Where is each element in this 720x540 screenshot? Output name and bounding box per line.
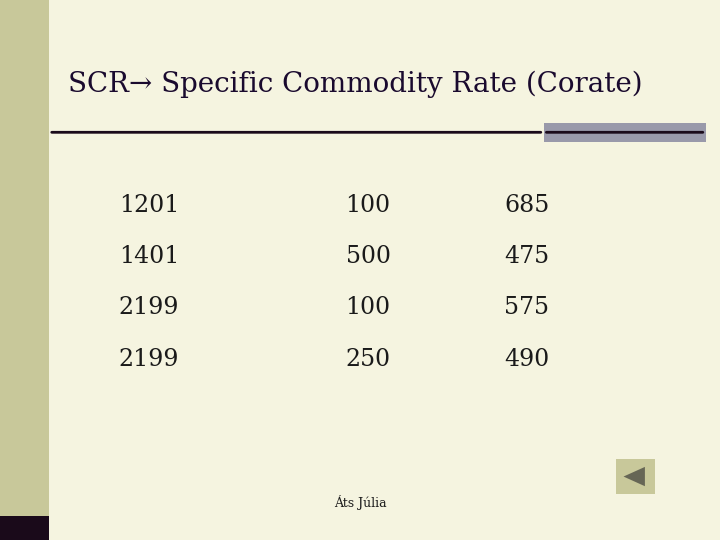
Text: 2199: 2199	[119, 296, 179, 319]
Text: 490: 490	[504, 348, 549, 370]
Text: SCR→ Specific Commodity Rate (Corate): SCR→ Specific Commodity Rate (Corate)	[68, 70, 643, 98]
Text: 250: 250	[346, 348, 391, 370]
Text: 2199: 2199	[119, 348, 179, 370]
Text: 475: 475	[504, 245, 549, 268]
Text: 575: 575	[504, 296, 549, 319]
Text: 1201: 1201	[119, 194, 179, 217]
Text: Áts Júlia: Áts Júlia	[333, 495, 387, 510]
Text: 100: 100	[346, 194, 391, 217]
Text: 1401: 1401	[119, 245, 179, 268]
Text: 685: 685	[504, 194, 549, 217]
Text: 100: 100	[346, 296, 391, 319]
Text: 500: 500	[346, 245, 390, 268]
